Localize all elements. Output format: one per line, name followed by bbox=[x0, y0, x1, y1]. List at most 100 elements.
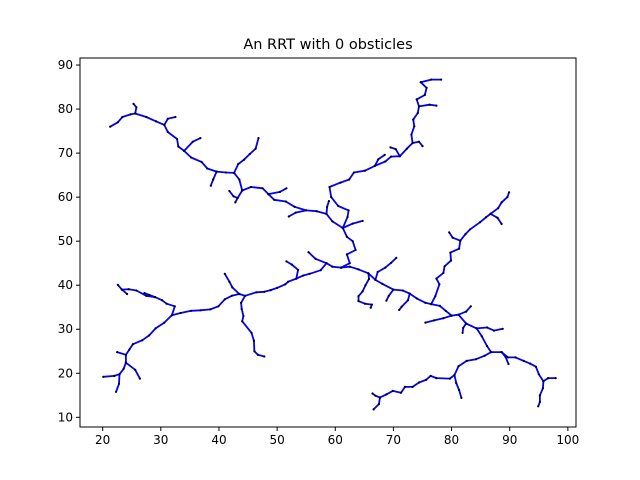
tree-node bbox=[497, 207, 500, 210]
tree-node bbox=[479, 221, 482, 224]
tree-node bbox=[116, 351, 119, 354]
y-tick-label: 60 bbox=[58, 190, 73, 204]
tree-node bbox=[352, 171, 355, 174]
tree-node bbox=[374, 278, 377, 281]
tree-node bbox=[442, 317, 445, 320]
tree-node bbox=[287, 215, 290, 218]
tree-node bbox=[141, 339, 144, 342]
tree-node bbox=[234, 201, 237, 204]
tree-node bbox=[174, 115, 177, 119]
tree-node bbox=[371, 392, 374, 395]
tree-node bbox=[459, 239, 462, 242]
tree-branch bbox=[475, 327, 557, 383]
tree-node bbox=[176, 137, 179, 141]
tree-node bbox=[500, 222, 503, 226]
tree-node bbox=[145, 294, 148, 297]
tree-node bbox=[538, 400, 542, 403]
tree-node bbox=[410, 133, 413, 136]
tree-node bbox=[305, 209, 308, 212]
tree-node bbox=[244, 294, 247, 297]
tree-node bbox=[541, 387, 545, 390]
tree-node bbox=[485, 344, 489, 348]
tree-branch bbox=[240, 294, 266, 358]
tree-node bbox=[443, 265, 446, 268]
tree-node bbox=[364, 284, 367, 287]
tree-node bbox=[469, 228, 472, 231]
tree-node bbox=[278, 190, 282, 193]
tree-node bbox=[474, 358, 478, 361]
tree-branch bbox=[424, 314, 453, 324]
tree-node bbox=[276, 286, 279, 289]
tree-node bbox=[351, 240, 354, 243]
tree-node bbox=[314, 257, 317, 260]
tree-node bbox=[183, 149, 186, 152]
tree-node bbox=[199, 137, 202, 140]
tree-node bbox=[542, 380, 545, 383]
tree-node bbox=[269, 289, 272, 292]
tree-node bbox=[408, 292, 411, 295]
x-tick-label: 90 bbox=[502, 433, 517, 447]
tree-node bbox=[455, 381, 458, 385]
tree-node bbox=[331, 220, 334, 223]
tree-node bbox=[325, 262, 328, 265]
tree-node bbox=[191, 140, 194, 143]
tree-node bbox=[449, 259, 453, 262]
tree-node bbox=[417, 105, 421, 108]
tree-node bbox=[263, 290, 266, 293]
tree-node bbox=[401, 289, 404, 292]
tree-node bbox=[248, 152, 251, 156]
tree-node bbox=[252, 339, 255, 342]
tree-node bbox=[327, 200, 330, 203]
tree-node bbox=[284, 200, 287, 203]
tree-node bbox=[537, 405, 540, 408]
tree-node bbox=[453, 373, 456, 377]
tree-node bbox=[363, 169, 366, 172]
x-axis: 20 30 40 50 60 70 80 90 100 bbox=[95, 427, 579, 447]
y-tick-label: 80 bbox=[58, 102, 73, 116]
tree-node bbox=[170, 314, 173, 317]
tree-node bbox=[154, 327, 157, 330]
tree-node bbox=[425, 86, 428, 89]
tree-node bbox=[148, 293, 151, 296]
tree-node bbox=[429, 374, 432, 377]
tree-node bbox=[163, 321, 166, 324]
x-tick-label: 70 bbox=[386, 433, 401, 447]
tree-node bbox=[398, 155, 401, 158]
tree-node bbox=[209, 184, 212, 187]
tree-node bbox=[361, 290, 364, 293]
tree-node bbox=[160, 299, 164, 302]
tree-node bbox=[127, 288, 130, 291]
tree-node bbox=[450, 314, 453, 317]
tree-node bbox=[354, 248, 357, 252]
tree-node bbox=[377, 403, 380, 406]
tree-node bbox=[413, 125, 416, 128]
tree-node bbox=[394, 148, 397, 151]
tree-node bbox=[460, 396, 463, 399]
tree-node bbox=[423, 93, 426, 97]
tree-node bbox=[348, 262, 351, 265]
tree-node bbox=[339, 181, 342, 184]
tree-node bbox=[419, 81, 422, 84]
tree-node bbox=[384, 160, 387, 163]
tree-node bbox=[166, 117, 169, 120]
tree-node bbox=[363, 302, 366, 305]
tree-node bbox=[285, 187, 288, 190]
tree-node bbox=[238, 292, 241, 296]
tree-node bbox=[377, 158, 380, 161]
tree-node bbox=[242, 314, 245, 318]
tree-node bbox=[458, 247, 461, 250]
tree-node bbox=[435, 377, 438, 380]
y-axis: 10 20 30 40 50 60 70 80 90 bbox=[58, 58, 80, 424]
tree-node bbox=[501, 327, 504, 330]
tree-node bbox=[134, 368, 137, 371]
tree-node bbox=[273, 198, 276, 201]
tree-node bbox=[120, 288, 123, 291]
tree-node bbox=[421, 145, 424, 148]
tree-node bbox=[206, 167, 209, 170]
tree-node bbox=[131, 343, 134, 346]
tree-node bbox=[255, 291, 258, 294]
tree-node bbox=[357, 295, 360, 298]
tree-node bbox=[295, 277, 298, 280]
tree-node bbox=[217, 305, 220, 308]
tree-node bbox=[328, 185, 331, 189]
